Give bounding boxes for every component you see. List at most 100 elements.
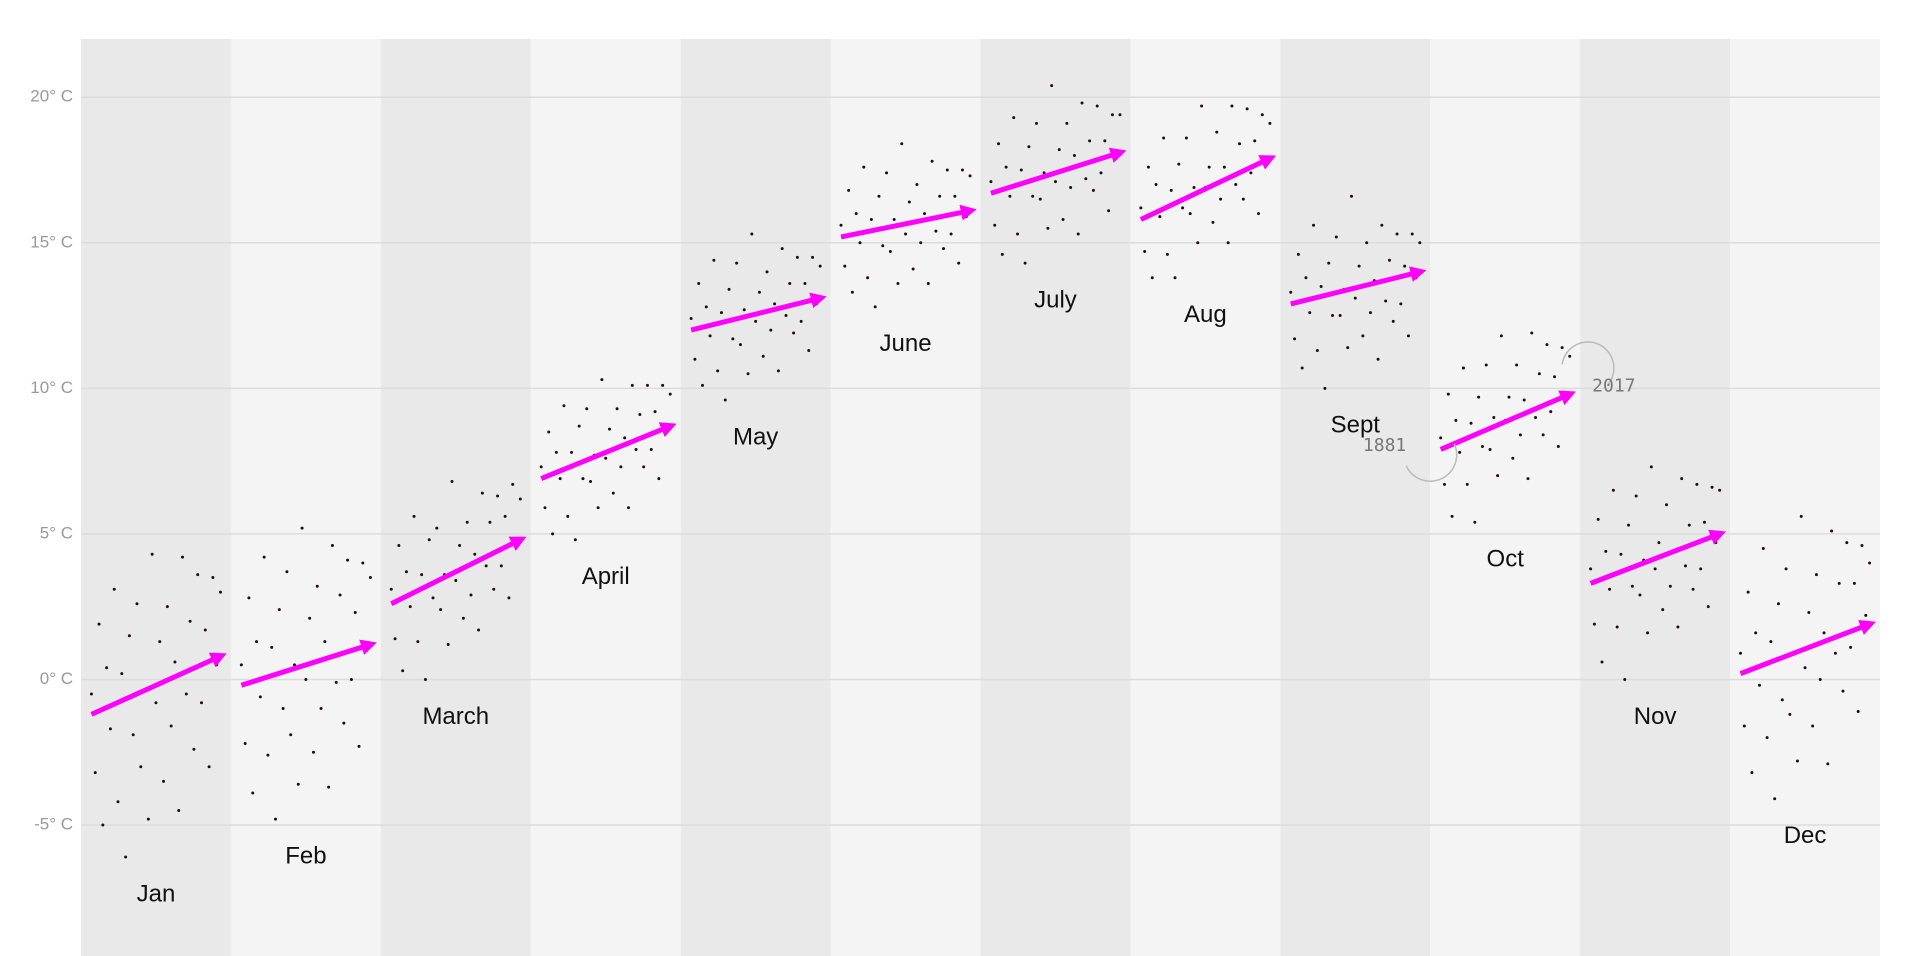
data-point bbox=[626, 506, 630, 510]
trend-arrow bbox=[390, 536, 527, 606]
data-point bbox=[1095, 104, 1099, 108]
data-point bbox=[634, 447, 638, 451]
y-tick-label: -5° C bbox=[34, 814, 73, 833]
data-point bbox=[1177, 162, 1181, 166]
data-point bbox=[461, 616, 465, 620]
data-point bbox=[757, 290, 761, 294]
data-point bbox=[892, 217, 896, 221]
data-point bbox=[300, 526, 304, 530]
data-point bbox=[266, 753, 270, 757]
data-point bbox=[769, 328, 773, 332]
data-point bbox=[1084, 177, 1088, 181]
data-point bbox=[1611, 488, 1615, 492]
data-point bbox=[1264, 156, 1268, 160]
data-point bbox=[1668, 584, 1672, 588]
data-point bbox=[1691, 587, 1695, 591]
month-label: May bbox=[733, 423, 778, 450]
data-point bbox=[162, 779, 166, 783]
data-point bbox=[727, 287, 731, 291]
data-point bbox=[1630, 584, 1634, 588]
data-point bbox=[1099, 171, 1103, 175]
data-point bbox=[1038, 197, 1042, 201]
data-point bbox=[97, 622, 101, 626]
data-point bbox=[1387, 258, 1391, 262]
data-point bbox=[1780, 698, 1784, 702]
data-point bbox=[1822, 631, 1826, 635]
data-point bbox=[708, 334, 712, 338]
data-point bbox=[1346, 346, 1350, 350]
data-point bbox=[1818, 677, 1822, 681]
data-point bbox=[693, 357, 697, 361]
data-point bbox=[604, 456, 608, 460]
data-point bbox=[1665, 503, 1669, 507]
data-point bbox=[642, 465, 646, 469]
data-point bbox=[1319, 284, 1323, 288]
data-point bbox=[1811, 724, 1815, 728]
data-point bbox=[1814, 573, 1818, 577]
data-point bbox=[389, 587, 393, 591]
data-point bbox=[839, 223, 843, 227]
data-point bbox=[365, 648, 369, 652]
data-point bbox=[862, 165, 866, 169]
data-point bbox=[661, 383, 665, 387]
data-point bbox=[585, 407, 589, 411]
data-point bbox=[1230, 104, 1234, 108]
data-point bbox=[511, 482, 515, 486]
data-point bbox=[247, 596, 251, 600]
data-point bbox=[1357, 264, 1361, 268]
data-point bbox=[799, 319, 803, 323]
data-point bbox=[1765, 736, 1769, 740]
data-point bbox=[492, 587, 496, 591]
data-point bbox=[1368, 311, 1372, 315]
data-point bbox=[1750, 771, 1754, 775]
data-point bbox=[1289, 290, 1293, 294]
data-point bbox=[1545, 343, 1549, 347]
trend-arrow bbox=[1589, 529, 1726, 586]
data-point bbox=[1069, 185, 1073, 189]
data-point bbox=[200, 701, 204, 705]
data-point bbox=[1746, 590, 1750, 594]
data-point bbox=[926, 282, 930, 286]
data-point bbox=[1492, 415, 1496, 419]
data-point bbox=[589, 479, 593, 483]
data-point bbox=[423, 677, 427, 681]
data-point bbox=[877, 194, 881, 198]
data-point bbox=[1683, 564, 1687, 568]
data-point bbox=[1799, 514, 1803, 518]
data-point bbox=[507, 596, 511, 600]
data-point bbox=[1253, 139, 1257, 143]
data-point bbox=[1826, 762, 1830, 766]
data-point bbox=[285, 570, 289, 574]
data-point bbox=[1860, 544, 1864, 548]
data-point bbox=[1627, 523, 1631, 527]
data-point bbox=[1776, 602, 1780, 606]
data-point bbox=[1139, 206, 1143, 210]
data-point bbox=[458, 544, 462, 548]
data-point bbox=[1589, 567, 1593, 571]
data-point bbox=[1849, 645, 1853, 649]
data-point bbox=[807, 348, 811, 352]
data-point bbox=[746, 372, 750, 376]
data-point bbox=[393, 637, 397, 641]
month-band bbox=[1280, 39, 1431, 956]
data-point bbox=[473, 552, 477, 556]
data-point bbox=[712, 258, 716, 262]
data-point bbox=[1653, 567, 1657, 571]
data-point bbox=[577, 424, 581, 428]
data-point bbox=[997, 142, 1001, 146]
data-point bbox=[131, 733, 135, 737]
data-point bbox=[1349, 194, 1353, 198]
data-point bbox=[1461, 366, 1465, 370]
data-point bbox=[1646, 631, 1650, 635]
data-point bbox=[1004, 165, 1008, 169]
data-point bbox=[941, 247, 945, 251]
data-point bbox=[1446, 392, 1450, 396]
month-band bbox=[680, 39, 831, 956]
month-band bbox=[830, 39, 981, 956]
data-point bbox=[304, 677, 308, 681]
data-point bbox=[581, 477, 585, 481]
data-point bbox=[207, 765, 211, 769]
data-point bbox=[1103, 139, 1107, 143]
data-point bbox=[1238, 142, 1242, 146]
data-point bbox=[101, 823, 105, 827]
